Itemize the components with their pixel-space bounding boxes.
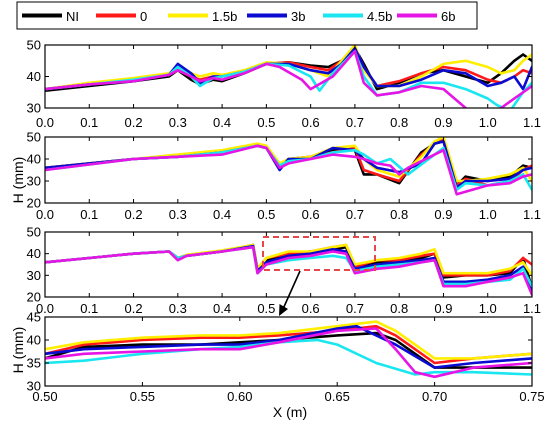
legend-label: 3b	[291, 9, 305, 24]
series-line-1.5b	[45, 320, 532, 360]
x-axis-label: X (m)	[273, 404, 307, 420]
x-tick-label: 0.9	[434, 207, 452, 222]
legend: NI 0 1.5b 3b 4.5b 6b	[16, 1, 478, 30]
x-tick-label: 1.0	[479, 301, 497, 316]
x-tick-label: 0.7	[346, 115, 364, 130]
zoom-arrowhead	[279, 304, 288, 316]
x-tick-label: 0.3	[169, 115, 187, 130]
x-tick-label: 0.8	[390, 301, 408, 316]
x-tick-label: 0.0	[36, 115, 54, 130]
legend-label: 4.5b	[367, 9, 392, 24]
x-tick-label: 0.0	[36, 207, 54, 222]
panel-third: 0.0 0.1 0.2 0.3 0.4 0.5 0.6 0.7 0.8 0.9 1.0 1.1 20 30…	[27, 225, 542, 317]
legend-label: 6b	[441, 9, 455, 24]
series-group	[45, 137, 532, 196]
series-line-6b	[45, 245, 532, 297]
series-line-4.5b	[45, 50, 532, 108]
x-tick-label: 0.3	[169, 207, 187, 222]
x-tick-label: 1.1	[523, 301, 541, 316]
x-tick-label: 0.5	[257, 301, 275, 316]
x-tick-label: 0.8	[390, 207, 408, 222]
x-tick-label: 1.0	[479, 207, 497, 222]
y-axis-label-lower: H (mm)	[10, 327, 26, 374]
series-line-6b	[45, 144, 532, 196]
x-tick-label: 0.1	[80, 115, 98, 130]
x-tick-label: 0.2	[125, 115, 143, 130]
y-tick-label: 50	[27, 38, 41, 53]
highlight-box	[262, 236, 376, 271]
zoom-arrow	[282, 270, 301, 310]
y-tick-label: 30	[27, 101, 41, 116]
series-line-6b	[45, 327, 532, 379]
y-tick-label: 30	[27, 174, 41, 189]
x-tick-label: 0.9	[434, 301, 452, 316]
series-line-3b	[45, 324, 532, 369]
series-group	[45, 320, 532, 379]
y-tick-label: 40	[27, 333, 41, 348]
x-tick-label: 0.1	[80, 301, 98, 316]
y-tick-label: 45	[27, 310, 41, 325]
x-tick-label: 0.6	[302, 115, 320, 130]
series-group	[45, 243, 532, 297]
x-tick-label: 0.3	[169, 301, 187, 316]
y-tick-label: 50	[27, 225, 41, 240]
x-tick-label: 0.9	[434, 115, 452, 130]
legend-label: NI	[66, 9, 79, 24]
x-tick-label: 0.55	[130, 389, 155, 404]
x-tick-label: 0.8	[390, 115, 408, 130]
x-tick-label: 0.5	[257, 207, 275, 222]
panels: 0.0 0.1 0.2 0.3 0.4 0.5 0.6 0.7 0.8 0.9 1.0 1.1 30 40…	[27, 38, 545, 405]
panel-zoom: 0.50 0.55 0.60 0.65 0.70 0.75 30 35 40 45	[27, 310, 545, 405]
y-axis-label-upper: H (mm)	[10, 157, 26, 204]
zoom-overlay	[262, 236, 376, 316]
plot-area	[44, 44, 533, 109]
y-tick-label: 30	[27, 268, 41, 283]
x-tick-label: 0.65	[325, 389, 350, 404]
x-tick-label: 0.60	[227, 389, 252, 404]
series-line-6b	[45, 50, 532, 108]
series-line-4.5b	[45, 144, 532, 192]
x-tick-label: 0.5	[257, 115, 275, 130]
x-tick-label: 0.70	[422, 389, 447, 404]
legend-label: 1.5b	[212, 9, 237, 24]
legend-label: 0	[140, 9, 147, 24]
x-tick-label: 0.0	[36, 301, 54, 316]
y-tick-label: 20	[27, 290, 41, 305]
y-tick-label: 35	[27, 356, 41, 371]
x-tick-label: 0.2	[125, 207, 143, 222]
x-tick-label: 1.1	[523, 207, 541, 222]
y-tick-label: 50	[27, 130, 41, 145]
series-line-4.5b	[45, 338, 532, 376]
y-tick-label: 40	[27, 246, 41, 261]
x-tick-label: 0.7	[346, 301, 364, 316]
x-tick-label: 0.75	[519, 389, 544, 404]
x-tick-label: 0.6	[302, 207, 320, 222]
x-tick-label: 0.6	[302, 301, 320, 316]
panel-second: 0.0 0.1 0.2 0.3 0.4 0.5 0.6 0.7 0.8 0.9 1.0 1.1 20 30…	[27, 130, 542, 223]
x-tick-label: 0.7	[346, 207, 364, 222]
panel-top: 0.0 0.1 0.2 0.3 0.4 0.5 0.6 0.7 0.8 0.9 1.0 1.1 30 40…	[27, 38, 542, 131]
x-tick-label: 0.4	[213, 301, 231, 316]
x-tick-label: 1.0	[479, 115, 497, 130]
series-line-4.5b	[45, 245, 532, 288]
y-tick-label: 30	[27, 379, 41, 394]
x-tick-label: 0.1	[80, 207, 98, 222]
y-tick-label: 20	[27, 196, 41, 211]
x-tick-label: 0.4	[213, 207, 231, 222]
x-tick-label: 1.1	[523, 115, 541, 130]
x-tick-label: 0.2	[125, 301, 143, 316]
series-group	[45, 45, 532, 108]
y-tick-label: 40	[27, 69, 41, 84]
y-tick-label: 40	[27, 152, 41, 167]
series-line-3b	[45, 46, 532, 91]
x-tick-label: 0.4	[213, 115, 231, 130]
x-tick-label: 0.50	[32, 389, 57, 404]
